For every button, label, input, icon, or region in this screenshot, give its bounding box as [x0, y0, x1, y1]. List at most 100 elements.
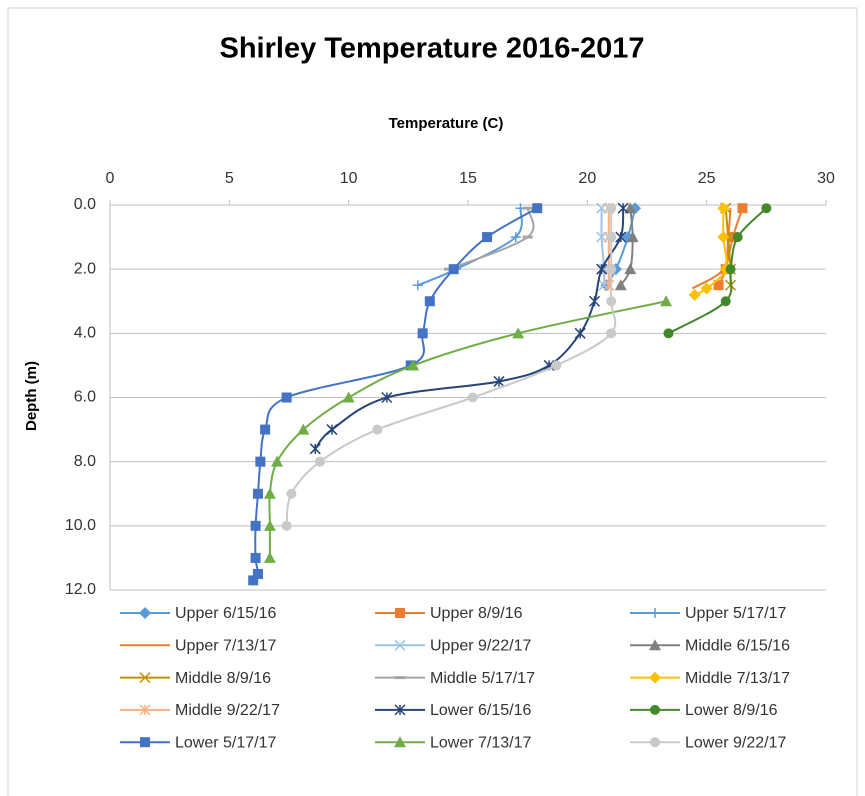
legend-label: Upper 7/13/17	[175, 638, 277, 655]
marker	[412, 280, 423, 291]
marker	[394, 639, 406, 651]
marker	[252, 568, 263, 579]
legend-label: Lower 5/17/17	[175, 734, 277, 751]
marker	[606, 232, 617, 243]
marker	[532, 203, 543, 214]
marker	[407, 359, 420, 371]
marker	[725, 264, 736, 275]
marker	[720, 296, 731, 307]
series-line	[268, 300, 667, 558]
y-tick-label: 2.0	[74, 260, 96, 277]
marker	[660, 295, 673, 307]
marker	[263, 487, 276, 499]
marker	[574, 327, 586, 339]
legend-label: Middle 8/9/16	[175, 670, 271, 687]
marker	[263, 551, 276, 563]
series	[691, 208, 732, 290]
marker	[424, 296, 435, 307]
legend-item: Upper 7/13/17	[120, 638, 277, 655]
series-line	[619, 208, 634, 286]
series	[263, 295, 673, 563]
marker	[732, 232, 743, 243]
marker	[717, 202, 730, 215]
marker	[139, 607, 151, 619]
x-tick-label: 15	[459, 170, 477, 187]
marker	[252, 488, 263, 499]
marker	[551, 360, 562, 371]
marker	[372, 424, 383, 435]
marker	[650, 737, 660, 748]
chart-frame	[7, 7, 858, 796]
x-tick-label: 0	[106, 170, 115, 187]
legend-label: Lower 7/13/17	[430, 734, 532, 751]
marker	[248, 575, 259, 586]
series-line	[314, 208, 625, 450]
marker	[139, 704, 151, 716]
marker	[510, 232, 521, 243]
marker	[255, 456, 266, 467]
legend-item: Upper 8/9/16	[375, 605, 523, 622]
series	[281, 203, 617, 531]
series	[309, 202, 629, 455]
marker	[713, 280, 724, 291]
legend-item: Middle 6/15/16	[630, 638, 790, 655]
x-tick-label: 10	[340, 170, 358, 187]
legend-label: Upper 6/15/16	[175, 605, 277, 622]
marker	[624, 263, 637, 275]
marker	[606, 328, 617, 339]
series-line	[252, 207, 538, 582]
marker	[717, 231, 730, 244]
marker	[624, 202, 637, 214]
marker	[309, 443, 321, 455]
marker	[394, 736, 406, 748]
marker	[140, 737, 150, 748]
series-line	[691, 208, 732, 290]
marker	[606, 296, 617, 307]
marker	[649, 671, 661, 684]
marker	[649, 639, 661, 651]
legend-item: Lower 5/17/17	[120, 734, 277, 751]
marker	[614, 279, 627, 291]
legend-label: Lower 6/15/16	[430, 702, 532, 719]
marker	[281, 392, 292, 403]
y-tick-label: 6.0	[74, 389, 96, 406]
marker	[700, 282, 713, 295]
x-tick-label: 20	[578, 170, 596, 187]
marker	[417, 328, 428, 339]
marker	[271, 455, 284, 467]
legend-item: Upper 6/15/16	[120, 605, 277, 622]
y-tick-label: 10.0	[65, 517, 96, 534]
legend-item: Upper 9/22/17	[375, 638, 532, 655]
marker	[315, 456, 326, 467]
marker	[482, 232, 493, 243]
legend-item: Lower 7/13/17	[375, 734, 532, 751]
marker	[512, 327, 525, 339]
marker	[139, 672, 151, 684]
y-tick-label: 8.0	[74, 453, 96, 470]
legend-label: Middle 6/15/16	[685, 638, 790, 655]
legend-item: Middle 7/13/17	[630, 670, 790, 687]
series	[600, 202, 642, 292]
legend-item: Middle 5/17/17	[375, 670, 535, 687]
legend-item: Upper 5/17/17	[630, 605, 787, 622]
marker	[737, 203, 748, 214]
y-tick-label: 0.0	[74, 196, 96, 213]
marker	[297, 423, 310, 435]
x-tick-label: 25	[698, 170, 716, 187]
marker	[626, 231, 639, 243]
y-tick-label: 4.0	[74, 325, 96, 342]
legend-item: Lower 8/9/16	[630, 702, 778, 719]
series-line	[285, 208, 617, 526]
series	[248, 203, 543, 586]
y-tick-label: 12.0	[65, 581, 96, 598]
marker	[493, 375, 505, 387]
legend-label: Middle 5/17/17	[430, 670, 535, 687]
marker	[286, 488, 297, 499]
marker	[250, 552, 261, 563]
marker	[342, 391, 355, 403]
marker	[281, 520, 292, 531]
marker	[395, 608, 405, 618]
marker	[394, 704, 406, 716]
marker	[606, 264, 617, 275]
